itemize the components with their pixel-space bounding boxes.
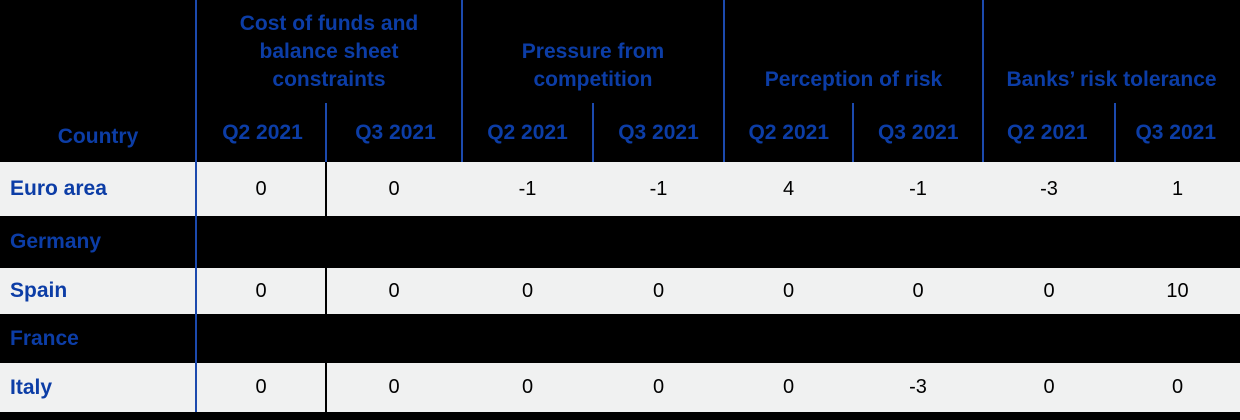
divider-g1-q2-q3-header xyxy=(325,103,327,162)
row-label-germany: Germany xyxy=(10,230,102,253)
subheader-q3: Q3 2021 xyxy=(618,120,699,144)
country-column-header: Country xyxy=(57,125,139,148)
table-cell: -3 xyxy=(909,376,927,398)
divider-group2-group3 xyxy=(723,0,725,162)
table-cell: 0 xyxy=(782,376,795,398)
table-cell: 0 xyxy=(521,279,534,302)
table-cell: -1 xyxy=(649,177,668,200)
table-cell: 0 xyxy=(255,177,267,200)
table-cell: 0 xyxy=(521,376,534,398)
table-cell: 0 xyxy=(652,279,665,302)
subheaders-perception-of-risk: Q2 2021 Q3 2021 xyxy=(724,103,983,162)
table-cell: 0 xyxy=(388,279,400,302)
table-row-germany: Germany xyxy=(0,216,1240,268)
group-perception-of-risk: Perception of risk Q2 2021 Q3 2021 xyxy=(724,0,983,162)
group-label-cost-of-funds: Cost of funds and balance sheet constrai… xyxy=(239,12,419,91)
table-cell: 0 xyxy=(388,376,400,398)
table-cell: 0 xyxy=(1043,279,1055,302)
subheader-q3: Q3 2021 xyxy=(1135,120,1217,144)
table-bottom-rule xyxy=(0,412,1240,420)
subheader-q2: Q2 2021 xyxy=(748,120,830,144)
group-competition: Pressure from competition Q2 2021 Q3 202… xyxy=(462,0,724,162)
table-cell: -1 xyxy=(909,177,927,200)
divider-g4-q2-q3-header xyxy=(1114,103,1116,162)
divider-g1-q2-q3-body xyxy=(325,162,327,412)
divider-g3-q2-q3-header xyxy=(852,103,854,162)
subheader-q2: Q2 2021 xyxy=(1006,120,1088,144)
group-label-perception-of-risk: Perception of risk xyxy=(764,68,943,91)
table-cell: 4 xyxy=(782,177,795,200)
subheader-q3: Q3 2021 xyxy=(355,120,436,144)
table-cell: 0 xyxy=(782,279,795,302)
table-row-euro-area: Euro area 0 0 -1 -1 4 -1 -3 1 xyxy=(0,162,1240,216)
table-cell: 0 xyxy=(1171,376,1184,398)
subheader-q2: Q2 2021 xyxy=(222,120,303,144)
subheaders-cost-of-funds: Q2 2021 Q3 2021 xyxy=(196,103,462,162)
table-cell: -3 xyxy=(1040,177,1058,200)
row-label-spain: Spain xyxy=(10,279,68,302)
divider-group1-group2 xyxy=(461,0,463,162)
divider-country-group1 xyxy=(195,0,197,412)
subheaders-risk-tolerance: Q2 2021 Q3 2021 xyxy=(983,103,1240,162)
subheaders-competition: Q2 2021 Q3 2021 xyxy=(462,103,724,162)
table-cell: 1 xyxy=(1171,177,1184,200)
table-cell: 0 xyxy=(652,376,665,398)
table-header: Country Cost of funds and balance sheet … xyxy=(0,0,1240,162)
table-cell: 10 xyxy=(1166,279,1189,302)
row-label-euro-area: Euro area xyxy=(10,177,107,200)
group-label-risk-tolerance: Banks’ risk tolerance xyxy=(1006,68,1217,91)
table-row-spain: Spain 0 0 0 0 0 0 0 10 xyxy=(0,268,1240,314)
table-cell: 0 xyxy=(255,279,267,302)
table-cell: -1 xyxy=(518,177,537,200)
table-row-italy: Italy 0 0 0 0 0 -3 0 0 xyxy=(0,363,1240,412)
subheader-q2: Q2 2021 xyxy=(487,120,568,144)
group-label-competition: Pressure from competition xyxy=(521,40,665,91)
row-label-france: France xyxy=(10,326,79,350)
table-row-france: France xyxy=(0,314,1240,363)
divider-group3-group4 xyxy=(982,0,984,162)
group-cost-of-funds: Cost of funds and balance sheet constrai… xyxy=(196,0,462,162)
table-cell: 0 xyxy=(388,177,400,200)
subheader-q3: Q3 2021 xyxy=(877,120,959,144)
table-cell: 0 xyxy=(1043,376,1055,398)
divider-g2-q2-q3-header xyxy=(592,103,594,162)
group-risk-tolerance: Banks’ risk tolerance Q2 2021 Q3 2021 xyxy=(983,0,1240,162)
table-cell: 0 xyxy=(912,279,924,302)
table-cell: 0 xyxy=(255,376,267,398)
row-label-italy: Italy xyxy=(10,375,53,399)
